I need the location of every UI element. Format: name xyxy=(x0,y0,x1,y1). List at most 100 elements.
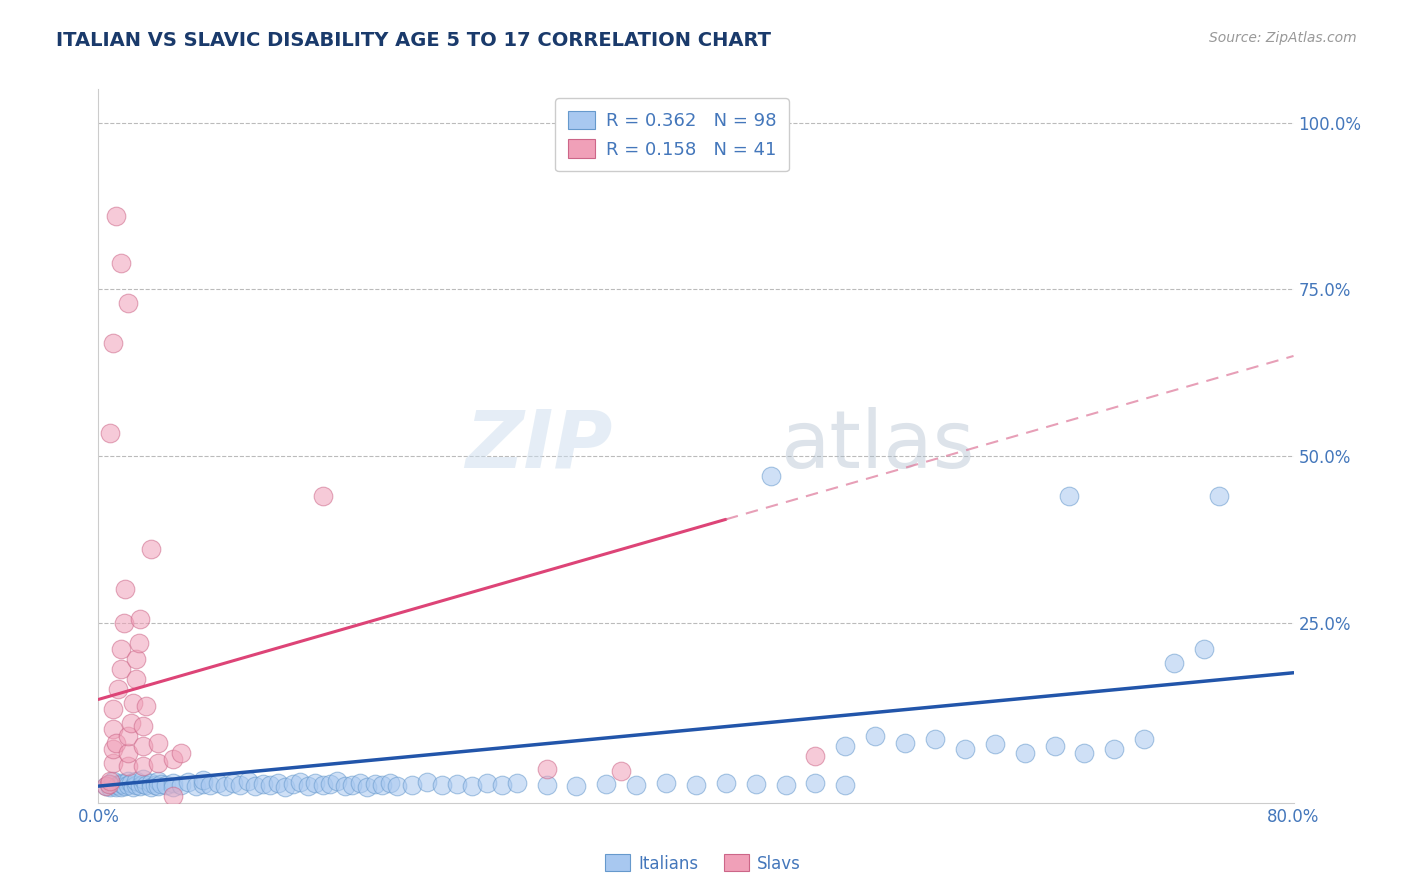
Point xyxy=(1133,732,1156,747)
Point xyxy=(834,739,856,753)
Point xyxy=(162,776,184,790)
Point xyxy=(114,582,136,597)
Point xyxy=(94,779,117,793)
Point xyxy=(129,612,152,626)
Point xyxy=(865,729,887,743)
Point xyxy=(177,775,200,789)
Point xyxy=(103,756,125,770)
Point xyxy=(385,779,409,793)
Point xyxy=(349,776,371,790)
Point xyxy=(430,779,453,793)
Point xyxy=(125,673,148,687)
Point xyxy=(132,719,155,733)
Point xyxy=(378,776,401,790)
Point xyxy=(112,615,135,630)
Point xyxy=(274,780,297,794)
Point xyxy=(984,737,1007,751)
Point xyxy=(834,778,856,792)
Point xyxy=(267,776,290,790)
Point xyxy=(1163,656,1185,670)
Point xyxy=(536,763,558,777)
Point xyxy=(105,736,128,750)
Point xyxy=(111,777,134,791)
Point xyxy=(105,780,128,794)
Point xyxy=(97,777,120,791)
Text: atlas: atlas xyxy=(779,407,974,485)
Point xyxy=(121,780,143,794)
Point xyxy=(103,779,125,793)
Point xyxy=(132,759,155,773)
Point xyxy=(100,774,122,789)
Point xyxy=(155,779,177,793)
Point xyxy=(416,775,439,789)
Point xyxy=(281,777,304,791)
Point xyxy=(139,542,162,557)
Point xyxy=(191,777,214,791)
Point xyxy=(125,778,148,792)
Point xyxy=(342,778,364,792)
Point xyxy=(894,736,917,750)
Point xyxy=(714,776,737,790)
Point xyxy=(135,779,157,793)
Point xyxy=(461,779,484,793)
Point xyxy=(1192,642,1215,657)
Point xyxy=(626,779,648,793)
Point xyxy=(103,742,125,756)
Point xyxy=(150,777,173,791)
Point xyxy=(319,777,342,791)
Point xyxy=(117,779,139,793)
Point xyxy=(297,779,319,793)
Point xyxy=(120,776,142,790)
Point xyxy=(506,776,529,790)
Text: ZIP: ZIP xyxy=(465,407,613,485)
Point xyxy=(252,777,274,791)
Point xyxy=(236,774,259,789)
Point xyxy=(685,778,707,792)
Point xyxy=(117,746,139,760)
Point xyxy=(595,777,617,791)
Point xyxy=(128,636,150,650)
Point xyxy=(229,778,252,792)
Point xyxy=(446,777,468,791)
Point xyxy=(804,749,827,764)
Point xyxy=(148,736,170,750)
Point xyxy=(655,776,678,790)
Point xyxy=(610,764,633,778)
Point xyxy=(162,780,184,795)
Point xyxy=(804,776,827,790)
Point xyxy=(356,780,378,794)
Point xyxy=(924,732,946,747)
Point xyxy=(117,759,139,773)
Point xyxy=(132,772,155,787)
Point xyxy=(120,715,142,730)
Point xyxy=(114,779,136,793)
Point xyxy=(139,776,162,790)
Point xyxy=(103,702,125,716)
Point xyxy=(125,652,148,666)
Point xyxy=(117,774,139,789)
Point xyxy=(759,469,782,483)
Point xyxy=(184,779,207,793)
Point xyxy=(97,777,120,791)
Point xyxy=(491,779,513,793)
Point xyxy=(110,642,132,657)
Point xyxy=(222,776,245,790)
Point xyxy=(132,777,155,791)
Point xyxy=(536,778,558,792)
Point xyxy=(191,773,214,788)
Point xyxy=(110,776,132,790)
Point xyxy=(103,335,125,350)
Point xyxy=(148,774,170,789)
Point xyxy=(475,776,498,790)
Point xyxy=(121,696,143,710)
Point xyxy=(371,779,394,793)
Point xyxy=(148,779,170,793)
Point xyxy=(565,779,588,793)
Point xyxy=(311,489,333,503)
Point xyxy=(125,773,148,788)
Legend: Italians, Slavs: Italians, Slavs xyxy=(599,847,807,880)
Point xyxy=(135,699,157,714)
Point xyxy=(110,780,132,795)
Point xyxy=(117,295,139,310)
Text: ITALIAN VS SLAVIC DISABILITY AGE 5 TO 17 CORRELATION CHART: ITALIAN VS SLAVIC DISABILITY AGE 5 TO 17… xyxy=(56,31,772,50)
